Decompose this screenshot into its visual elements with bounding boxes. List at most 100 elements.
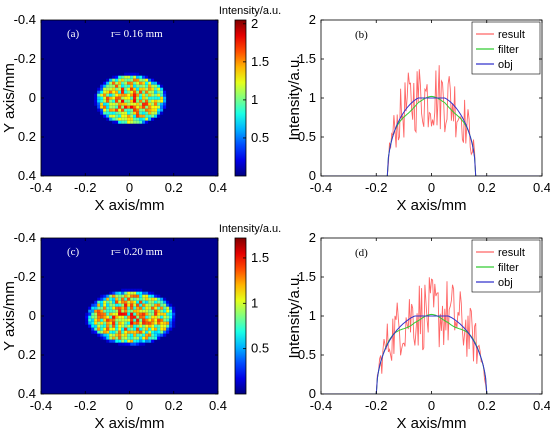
- heatmap-cell: [121, 87, 125, 91]
- heatmap-cell: [148, 327, 152, 331]
- heatmap-cell: [127, 105, 131, 109]
- heatmap-cell: [127, 309, 131, 313]
- heatmap-cell: [139, 108, 143, 112]
- heatmap-cell: [100, 303, 104, 307]
- heatmap-cell: [106, 99, 110, 103]
- heatmap-cell: [97, 297, 101, 301]
- y-tick-label: 1: [309, 308, 316, 323]
- heatmap-cell: [151, 291, 155, 295]
- heatmap-cell: [154, 81, 158, 85]
- heatmap-cell: [112, 324, 116, 328]
- heatmap-cell: [142, 114, 146, 118]
- heatmap-cell: [142, 303, 146, 307]
- heatmap-cell: [130, 306, 134, 310]
- heatmap-cell: [130, 105, 134, 109]
- heatmap-cell: [142, 117, 146, 121]
- heatmap-cell: [133, 96, 137, 100]
- heatmap-cell: [127, 93, 131, 97]
- heatmap-cell: [148, 102, 152, 106]
- heatmap-cell: [130, 87, 134, 91]
- heatmap-cell: [139, 81, 143, 85]
- heatmap-cell: [142, 333, 146, 337]
- heatmap-cell: [103, 330, 107, 334]
- y-axis-label: Y axis/mm: [1, 63, 18, 133]
- heatmap-cell: [163, 303, 167, 307]
- heatmap-cell: [145, 78, 149, 82]
- heatmap-cell: [115, 96, 119, 100]
- heatmap-cell: [154, 102, 158, 106]
- heatmap-cell: [154, 111, 158, 115]
- heatmap-cell: [130, 102, 134, 106]
- heatmap-cell: [157, 306, 161, 310]
- heatmap-cell: [115, 318, 119, 322]
- heatmap-cell: [115, 297, 119, 301]
- heatmap-cell: [121, 93, 125, 97]
- heatmap-cell: [115, 78, 119, 82]
- heatmap-cell: [118, 297, 122, 301]
- heatmap-cell: [124, 72, 128, 76]
- heatmap-cell: [139, 96, 143, 100]
- heatmap-cell: [142, 339, 146, 343]
- heatmap-cell: [115, 324, 119, 328]
- heatmap-cell: [154, 297, 158, 301]
- heatmap-cell: [118, 309, 122, 313]
- heatmap-cell: [118, 78, 122, 82]
- heatmap-cell: [91, 303, 95, 307]
- heatmap-cell: [148, 300, 152, 304]
- heatmap-cell: [103, 336, 107, 340]
- heatmap-cell: [124, 300, 128, 304]
- heatmap-cell: [115, 87, 119, 91]
- heatmap-cell: [145, 318, 149, 322]
- heatmap-cell: [127, 300, 131, 304]
- heatmap-cell: [157, 336, 161, 340]
- heatmap-cell: [124, 288, 128, 292]
- heatmap-cell: [145, 303, 149, 307]
- heatmap-cell: [154, 330, 158, 334]
- heatmap-cell: [118, 300, 122, 304]
- heatmap-cell: [94, 309, 98, 313]
- heatmap-cell: [109, 312, 113, 316]
- heatmap-cell: [142, 312, 146, 316]
- heatmap-cell: [139, 75, 143, 79]
- heatmap-cell: [148, 291, 152, 295]
- series-group: [321, 65, 542, 176]
- heatmap-cell: [112, 99, 116, 103]
- x-tick-label: 0: [428, 180, 435, 195]
- y-tick-label: 1: [309, 90, 316, 105]
- heatmap-cell: [133, 105, 137, 109]
- heatmap-cell: [109, 339, 113, 343]
- heatmap-cell: [97, 87, 101, 91]
- heatmap-cell: [169, 303, 173, 307]
- colorbar-tick-label: 1.5: [251, 54, 269, 69]
- heatmap-cell: [154, 108, 158, 112]
- heatmap-cell: [151, 81, 155, 85]
- heatmap-cell: [145, 306, 149, 310]
- heatmap-cell: [163, 333, 167, 337]
- heatmap-cell: [139, 90, 143, 94]
- heatmap-cell: [91, 315, 95, 319]
- legend: result filter obj: [471, 21, 541, 75]
- heatmap-cell: [145, 327, 149, 331]
- heatmap-cell: [88, 315, 92, 319]
- heatmap-cell: [112, 93, 116, 97]
- heatmap-cell: [136, 312, 140, 316]
- x-tick-label: -0.2: [74, 398, 96, 413]
- heatmap-cell: [112, 291, 116, 295]
- heatmap-cell: [154, 303, 158, 307]
- heatmap-cell: [127, 81, 131, 85]
- heatmap-cell: [142, 318, 146, 322]
- heatmap-cell: [142, 87, 146, 91]
- heatmap-cell: [172, 306, 176, 310]
- heatmap-cell: [103, 90, 107, 94]
- y-tick-label: 1.5: [298, 51, 316, 66]
- heatmap-cell: [133, 294, 137, 298]
- heatmap-cell: [166, 324, 170, 328]
- heatmap-cell: [154, 309, 158, 313]
- heatmap-cell: [124, 90, 128, 94]
- heatmap-cell: [157, 105, 161, 109]
- heatmap-cell: [151, 309, 155, 313]
- heatmap-cell: [130, 318, 134, 322]
- heatmap-cell: [160, 330, 164, 334]
- heatmap-cell: [112, 96, 116, 100]
- heatmap-cell: [109, 105, 113, 109]
